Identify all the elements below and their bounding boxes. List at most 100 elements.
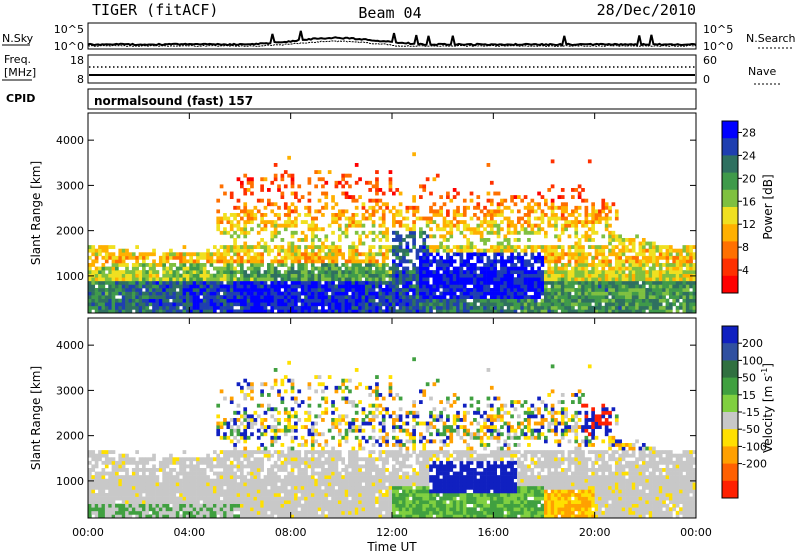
- power-cell: [111, 288, 116, 292]
- power-cell: [371, 255, 376, 260]
- power-cell: [256, 291, 261, 296]
- velocity-cell: [250, 453, 254, 458]
- power-cell: [260, 295, 264, 300]
- power-cell: [598, 220, 602, 225]
- power-cell: [361, 284, 366, 289]
- power-cell: [422, 295, 427, 300]
- velocity-cell: [243, 457, 248, 462]
- power-cell: [422, 277, 427, 282]
- velocity-cell: [165, 500, 170, 505]
- power-cell: [216, 259, 221, 264]
- power-cell: [608, 270, 612, 275]
- power-cell: [388, 248, 393, 253]
- power-cell: [361, 295, 366, 300]
- power-cell: [439, 263, 443, 267]
- power-cell: [371, 295, 376, 300]
- power-cell: [175, 298, 180, 303]
- power-cell: [162, 305, 166, 310]
- power-cell: [550, 305, 555, 310]
- power-cell: [321, 213, 325, 217]
- power-cell: [270, 220, 275, 225]
- power-cell: [547, 216, 552, 221]
- velocity-cell: [236, 403, 241, 408]
- velocity-cell: [236, 460, 241, 465]
- power-cell: [658, 245, 663, 250]
- power-cell: [598, 280, 602, 285]
- power-cell: [537, 280, 541, 285]
- power-cell: [523, 213, 528, 217]
- velocity-cell: [152, 496, 156, 501]
- power-cell: [142, 295, 146, 300]
- power-cell: [550, 309, 555, 314]
- velocity-cell: [223, 475, 227, 480]
- power-cell: [641, 252, 646, 257]
- power-cell: [324, 238, 329, 242]
- nsky-panel: N.Sky 10^5 10^0 10^5 10^0 N.Search: [2, 22, 796, 53]
- power-cell: [219, 305, 224, 310]
- power-cell: [584, 209, 589, 214]
- power-cell: [425, 263, 430, 267]
- power-cell: [456, 220, 460, 225]
- power-cell: [648, 298, 653, 303]
- power-cell: [243, 291, 248, 296]
- power-cell: [466, 245, 470, 250]
- velocity-cell: [206, 453, 210, 458]
- power-cell: [567, 259, 572, 264]
- velocity-cell: [121, 453, 126, 458]
- power-cell: [196, 280, 200, 285]
- power-cell: [456, 213, 460, 217]
- power-cell: [115, 288, 119, 292]
- power-cell: [682, 263, 687, 267]
- power-cell: [483, 263, 487, 267]
- power-cell: [165, 259, 170, 264]
- velocity-cell: [226, 435, 231, 440]
- velocity-cell: [165, 496, 170, 501]
- power-cell: [594, 305, 599, 310]
- power-cell: [121, 309, 126, 314]
- power-cell: [263, 241, 268, 246]
- power-cell: [229, 291, 234, 296]
- velocity-cell: [243, 414, 248, 419]
- velocity-cell: [233, 418, 237, 422]
- power-cell: [250, 209, 254, 214]
- velocity-cell: [219, 485, 224, 490]
- velocity-cell: [267, 478, 271, 483]
- power-cell: [287, 223, 291, 228]
- power-cell: [513, 302, 518, 307]
- power-cell: [250, 305, 254, 310]
- power-cell: [550, 209, 555, 214]
- power-cell: [662, 273, 666, 278]
- power-cell: [564, 270, 568, 275]
- velocity-cell: [277, 475, 281, 480]
- velocity-cell: [172, 460, 177, 465]
- velocity-cell: [240, 493, 244, 497]
- power-cell: [466, 270, 470, 275]
- velocity-cell: [260, 450, 264, 455]
- power-cell: [202, 263, 207, 267]
- power-cell: [378, 198, 383, 203]
- power-cell: [155, 288, 160, 292]
- power-cell: [331, 198, 335, 203]
- power-cell: [459, 309, 464, 314]
- velocity-cell: [131, 489, 136, 494]
- power-cell: [354, 205, 359, 210]
- power-cell: [456, 284, 460, 289]
- power-cell: [631, 305, 636, 310]
- power-cell: [594, 291, 599, 296]
- power-cell: [503, 288, 508, 292]
- power-cell: [250, 266, 254, 271]
- velocity-cell: [148, 503, 153, 508]
- power-cell: [321, 295, 325, 300]
- power-cell: [496, 270, 501, 275]
- velocity-cell: [226, 514, 231, 519]
- power-cell: [375, 202, 379, 207]
- power-cell: [672, 259, 677, 264]
- power-cell: [672, 288, 677, 292]
- power-cell: [462, 248, 467, 253]
- velocity-cell: [226, 471, 231, 476]
- power-cell: [533, 305, 538, 310]
- power-cell: [581, 277, 585, 282]
- power-cell: [557, 302, 562, 307]
- velocity-cell: [155, 489, 160, 494]
